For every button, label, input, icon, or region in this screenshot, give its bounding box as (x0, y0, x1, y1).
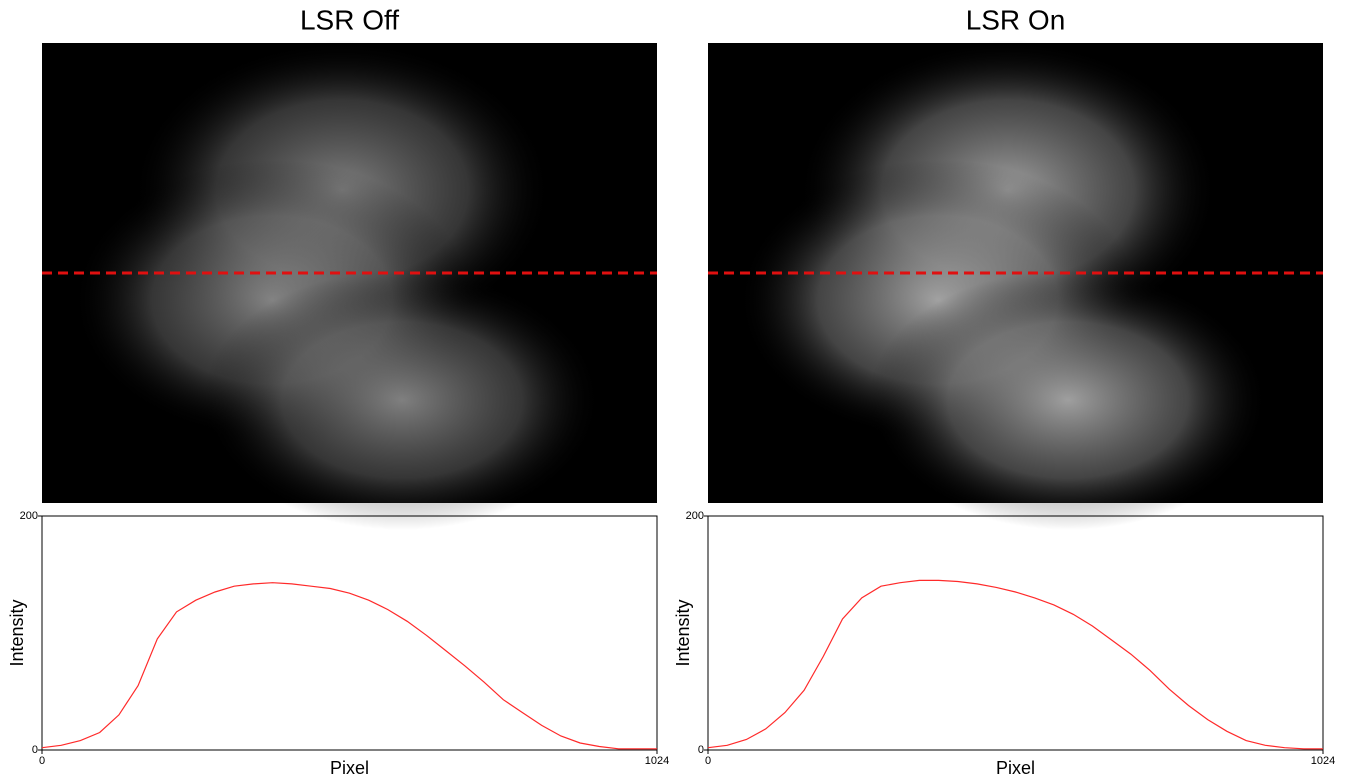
y-tick-label: 200 (686, 510, 704, 522)
image-glow (202, 270, 602, 530)
plot-frame (41, 515, 658, 751)
camera-image (42, 40, 657, 530)
intensity-line (707, 579, 1323, 750)
x-tick-label: 1024 (1311, 755, 1335, 767)
x-tick-label: 0 (39, 755, 45, 767)
x-axis-label: Pixel (996, 758, 1035, 778)
panel-title: LSR On (966, 4, 1066, 35)
intensity-line (41, 582, 657, 750)
x-tick-label: 1024 (645, 755, 669, 767)
image-glow (868, 270, 1268, 530)
camera-image (708, 40, 1323, 530)
y-axis-label: Intensity (673, 599, 693, 666)
x-tick-label: 0 (705, 755, 711, 767)
panel-title: LSR Off (300, 4, 399, 35)
y-tick-label: 0 (32, 744, 38, 756)
y-tick-label: 0 (698, 744, 704, 756)
y-axis-label: Intensity (7, 599, 27, 666)
y-tick-label: 200 (20, 510, 38, 522)
x-axis-label: Pixel (330, 758, 369, 778)
plot-frame (707, 515, 1324, 751)
